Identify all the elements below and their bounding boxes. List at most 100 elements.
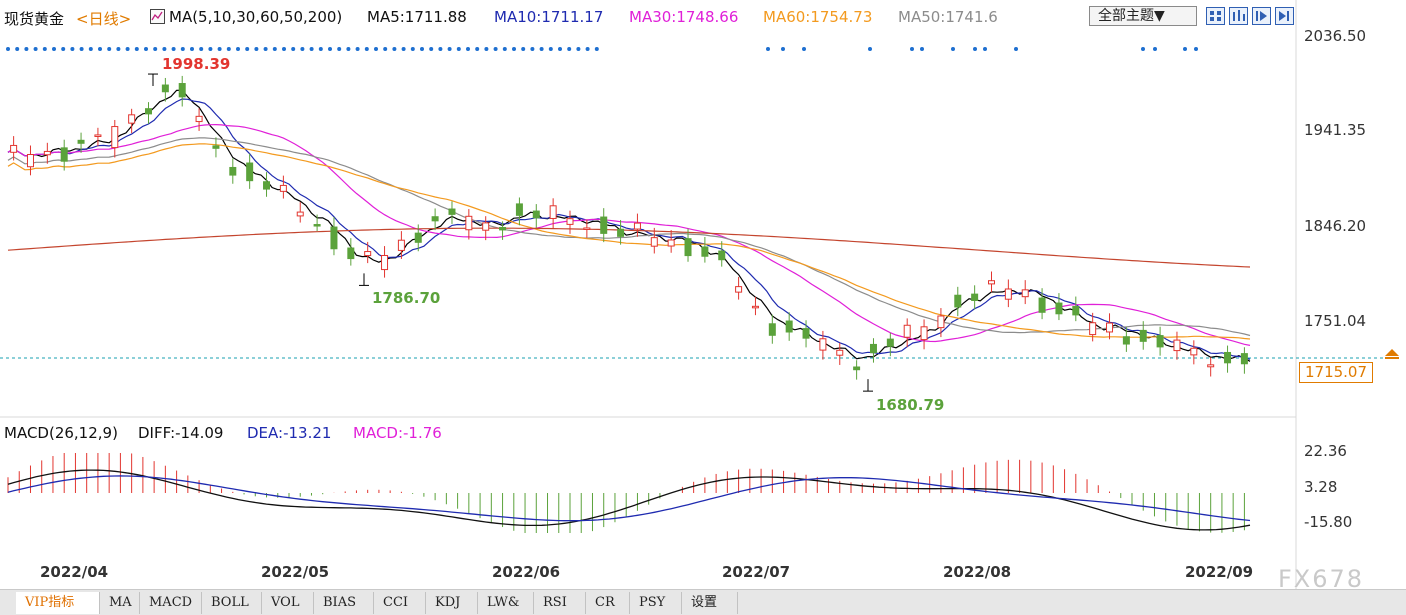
indicator-tab-bar: VIP指标 MA MACD BOLL VOL BIAS CCI KDJ LW& … bbox=[0, 589, 1406, 615]
play-icon[interactable] bbox=[1252, 7, 1271, 25]
ma50-value: MA50:1741.6 bbox=[898, 8, 998, 26]
candle-up bbox=[583, 227, 591, 230]
tab-cr[interactable]: CR bbox=[586, 592, 630, 614]
candle-up bbox=[1207, 364, 1215, 368]
tab-rsi[interactable]: RSI bbox=[534, 592, 586, 614]
candle-down bbox=[313, 224, 321, 227]
macd-lines bbox=[7, 469, 1251, 531]
tab-bias[interactable]: BIAS bbox=[314, 592, 374, 614]
signal-dot bbox=[429, 47, 434, 51]
candle-down bbox=[330, 226, 338, 250]
macd-tick: 22.36 bbox=[1304, 442, 1347, 460]
candle-down bbox=[431, 216, 439, 222]
macd-diff-line bbox=[7, 469, 1251, 531]
step-forward-icon[interactable] bbox=[1275, 7, 1294, 25]
candle-down bbox=[684, 238, 692, 257]
candle-down bbox=[617, 228, 625, 237]
candle-up bbox=[1089, 322, 1097, 336]
period-label[interactable]: <日线> bbox=[76, 10, 132, 28]
date-tick: 2022/08 bbox=[943, 563, 1012, 581]
theme-select[interactable]: 全部主题▼ bbox=[1089, 6, 1197, 26]
candle-down bbox=[701, 246, 709, 257]
signal-dot bbox=[567, 47, 572, 51]
signal-dot bbox=[539, 47, 544, 51]
indicator-icon[interactable] bbox=[150, 9, 165, 24]
macd-params-label[interactable]: MACD(26,12,9) bbox=[4, 424, 118, 442]
candle-down bbox=[718, 250, 726, 261]
signal-dot bbox=[107, 47, 112, 51]
ma10-value: MA10:1711.17 bbox=[494, 8, 604, 26]
tab-psy[interactable]: PSY bbox=[630, 592, 682, 614]
candle-down bbox=[869, 343, 877, 354]
signal-dot bbox=[6, 47, 10, 51]
signal-dot bbox=[374, 47, 378, 51]
candle-up bbox=[397, 239, 405, 251]
candle-down bbox=[1139, 329, 1147, 342]
watermark: FX678 bbox=[1278, 565, 1365, 593]
tab-boll[interactable]: BOLL bbox=[202, 592, 262, 614]
price-tick: 1846.20 bbox=[1304, 217, 1367, 235]
high-annotation: 1998.39 bbox=[162, 55, 231, 73]
signal-dot bbox=[24, 47, 29, 51]
candle-up bbox=[549, 205, 557, 219]
candle-up bbox=[1004, 288, 1012, 300]
signal-dot bbox=[180, 47, 185, 51]
signal-dot bbox=[226, 47, 231, 51]
tab-kdj[interactable]: KDJ bbox=[426, 592, 478, 614]
candle-up bbox=[988, 280, 995, 285]
bar-chart-icon[interactable] bbox=[1229, 7, 1248, 25]
tab-macd[interactable]: MACD bbox=[140, 592, 202, 614]
date-tick: 2022/07 bbox=[722, 563, 791, 581]
candle-up bbox=[111, 126, 119, 149]
candle-down bbox=[1240, 353, 1248, 365]
tab-lw[interactable]: LW& bbox=[478, 592, 534, 614]
candle-down bbox=[347, 247, 355, 260]
signal-dot bbox=[548, 47, 553, 51]
ma30-value: MA30:1748.66 bbox=[629, 8, 739, 26]
tab-settings[interactable]: 设置 bbox=[682, 592, 738, 614]
signal-dot bbox=[70, 47, 75, 51]
tab-cci[interactable]: CCI bbox=[374, 592, 426, 614]
candle-down bbox=[414, 232, 422, 243]
signal-dot bbox=[42, 47, 47, 51]
candle-up bbox=[667, 239, 675, 247]
date-tick: 2022/09 bbox=[1185, 563, 1254, 581]
grid-icon[interactable] bbox=[1206, 7, 1225, 25]
signal-dot bbox=[493, 47, 498, 51]
candle-down bbox=[1156, 335, 1164, 348]
signal-dot bbox=[920, 47, 924, 51]
signal-dot bbox=[171, 47, 176, 51]
candle-up bbox=[43, 150, 51, 156]
signal-dot bbox=[484, 47, 489, 51]
tab-ma[interactable]: MA bbox=[100, 592, 140, 614]
candle-down bbox=[1122, 336, 1130, 345]
candle-up bbox=[381, 254, 389, 271]
signal-dot bbox=[15, 47, 20, 51]
candle-up bbox=[1106, 322, 1114, 333]
candle-down bbox=[971, 293, 979, 301]
signal-dot bbox=[466, 47, 470, 51]
signal-dot bbox=[383, 47, 388, 51]
signal-dot bbox=[282, 47, 286, 51]
candle-down bbox=[954, 294, 962, 308]
signal-dot bbox=[52, 47, 56, 51]
signal-dot bbox=[475, 47, 480, 51]
high-low-markers bbox=[148, 73, 873, 392]
signal-dot bbox=[116, 47, 121, 51]
candle-up bbox=[633, 222, 641, 230]
tab-vol[interactable]: VOL bbox=[262, 592, 314, 614]
signal-dot bbox=[88, 47, 93, 51]
signal-dot bbox=[355, 47, 360, 51]
signal-dot bbox=[125, 47, 130, 51]
macd-histogram bbox=[7, 453, 1245, 533]
signal-dot bbox=[1153, 47, 1157, 51]
candle-up bbox=[465, 215, 473, 231]
candle-up bbox=[903, 324, 911, 338]
signal-dot bbox=[1014, 47, 1018, 51]
tab-vip[interactable]: VIP指标 bbox=[16, 592, 100, 614]
ma60-value: MA60:1754.73 bbox=[763, 8, 873, 26]
candle-up bbox=[195, 115, 203, 123]
ma-params-label[interactable]: MA(5,10,30,60,50,200) bbox=[169, 8, 343, 26]
